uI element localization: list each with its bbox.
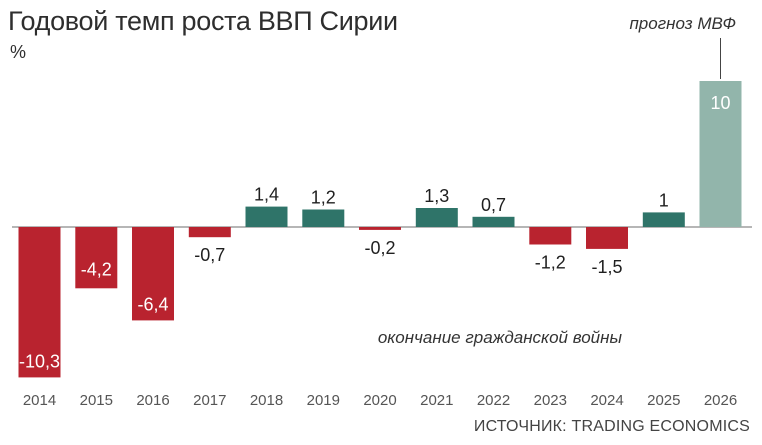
bar-2014 xyxy=(18,227,61,378)
x-tick-2023: 2023 xyxy=(534,392,567,409)
bar-2023 xyxy=(529,227,572,245)
value-label-2022: 0,7 xyxy=(481,195,506,215)
value-label-2021: 1,3 xyxy=(424,186,449,206)
value-label-2020: -0,2 xyxy=(364,238,395,258)
bar-2024 xyxy=(586,227,628,249)
x-tick-2022: 2022 xyxy=(477,392,510,409)
value-label-2017: -0,7 xyxy=(194,245,225,265)
value-label-2026: 10 xyxy=(710,93,730,113)
value-label-2024: -1,5 xyxy=(591,257,622,277)
unit-label: % xyxy=(10,42,27,62)
bar-2019 xyxy=(302,209,345,227)
bar-2021 xyxy=(415,208,458,227)
x-tick-2015: 2015 xyxy=(80,392,113,409)
value-label-2019: 1,2 xyxy=(311,188,336,208)
value-label-2025: 1 xyxy=(659,190,669,210)
forecast-annotation: прогноз МВФ xyxy=(629,14,736,33)
x-tick-2017: 2017 xyxy=(193,392,226,409)
value-label-2016: -6,4 xyxy=(137,294,168,314)
bar-2016 xyxy=(132,227,174,321)
chart-title: Годовой темп роста ВВП Сирии xyxy=(8,6,398,36)
bar-2015 xyxy=(75,227,118,289)
bar-2022 xyxy=(472,216,515,227)
x-tick-2026: 2026 xyxy=(704,392,737,409)
x-tick-2014: 2014 xyxy=(23,392,56,409)
war-end-annotation: окончание гражданской войны xyxy=(378,328,623,347)
x-tick-2018: 2018 xyxy=(250,392,283,409)
x-tick-2016: 2016 xyxy=(136,392,169,409)
x-tick-2025: 2025 xyxy=(647,392,680,409)
x-tick-2024: 2024 xyxy=(590,392,623,409)
value-label-2023: -1,2 xyxy=(535,253,566,273)
x-tick-2020: 2020 xyxy=(363,392,396,409)
bar-2025 xyxy=(642,212,685,227)
bar-2026 xyxy=(699,81,742,227)
bar-2017 xyxy=(188,227,231,238)
value-label-2018: 1,4 xyxy=(254,185,279,205)
bar-2020 xyxy=(359,227,401,230)
x-tick-2019: 2019 xyxy=(307,392,340,409)
value-label-2014: -10,3 xyxy=(19,351,60,371)
source-note: ИСТОЧНИК: TRADING ECONOMICS xyxy=(473,418,750,435)
x-tick-2021: 2021 xyxy=(420,392,453,409)
value-label-2015: -4,2 xyxy=(81,259,112,279)
bar-2018 xyxy=(245,206,288,227)
